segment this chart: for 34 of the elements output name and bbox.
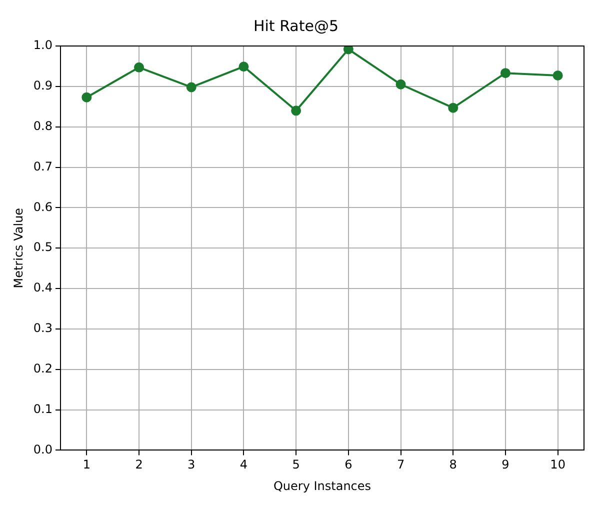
y-tick-label: 0.1 xyxy=(33,402,52,416)
point xyxy=(396,79,406,90)
y-tick-label: 0.9 xyxy=(33,78,52,93)
y-tick-label: 0.7 xyxy=(33,159,52,174)
point xyxy=(500,68,510,78)
point xyxy=(186,82,196,92)
y-tick-label: 0.5 xyxy=(33,240,52,254)
x-tick-label: 4 xyxy=(240,458,248,472)
y-tick-label: 0.8 xyxy=(33,118,52,133)
y-tick-label: 0.0 xyxy=(33,442,52,456)
x-tick-label: 10 xyxy=(550,458,566,472)
chart-title: Hit Rate@5 xyxy=(253,16,339,35)
x-tick-label: 6 xyxy=(344,458,352,472)
point xyxy=(448,102,458,113)
x-tick-label: 9 xyxy=(502,458,510,472)
x-tick-label: 8 xyxy=(449,458,457,472)
point xyxy=(134,62,144,72)
y-tick-label: 0.2 xyxy=(33,361,52,376)
y-tick-label: 0.6 xyxy=(33,200,52,214)
point xyxy=(238,62,249,72)
point xyxy=(82,92,92,102)
point xyxy=(291,106,302,116)
y-tick-label: 0.4 xyxy=(33,280,52,295)
x-tick-label: 5 xyxy=(292,458,300,472)
x-axis-title: Query Instances xyxy=(273,478,372,493)
x-tick-label: 2 xyxy=(135,458,143,472)
x-tick-label: 1 xyxy=(82,458,90,472)
y-axis-title: Metrics Value xyxy=(11,208,26,288)
y-tick-label: 1.0 xyxy=(33,38,52,52)
x-tick-label: 7 xyxy=(396,458,405,472)
y-tick-label: 0.3 xyxy=(33,321,52,336)
point xyxy=(343,46,354,54)
point xyxy=(552,70,563,81)
x-tick-label: 3 xyxy=(188,458,196,472)
